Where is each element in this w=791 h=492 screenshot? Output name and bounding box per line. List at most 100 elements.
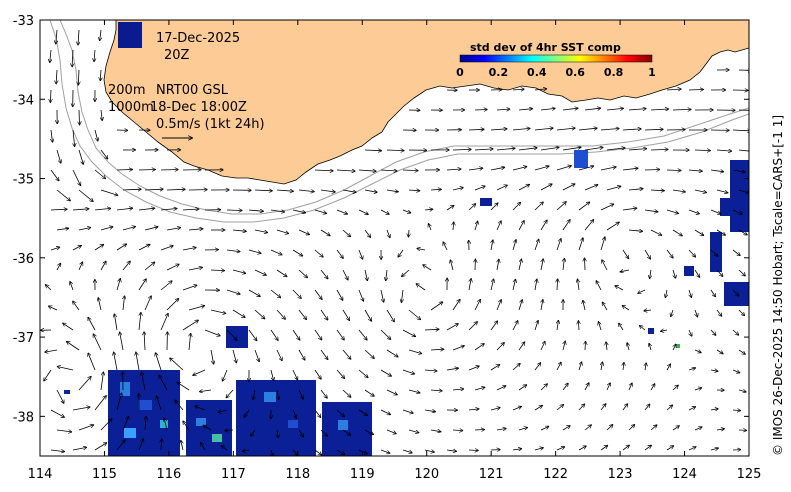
current-arrow: [122, 227, 135, 231]
current-arrow: [738, 149, 749, 152]
current-arrow: [578, 279, 580, 291]
info-valid-time: 18-Dec 18:00Z: [150, 100, 247, 115]
current-arrow: [248, 249, 261, 253]
current-arrow: [116, 393, 122, 411]
current-arrow: [56, 69, 57, 84]
current-arrow: [673, 344, 676, 351]
current-arrow: [210, 309, 226, 313]
current-arrow: [72, 246, 81, 251]
current-arrow: [649, 344, 651, 351]
current-arrow: [716, 309, 722, 316]
current-arrow: [270, 210, 284, 212]
current-arrow: [474, 300, 480, 311]
current-arrow: [474, 110, 487, 111]
current-arrow: [541, 259, 543, 271]
current-arrow: [666, 405, 672, 411]
current-arrow: [430, 430, 441, 432]
current-arrow: [63, 323, 74, 331]
current-arrow: [123, 296, 125, 311]
colorbar-tick-label: 0.6: [565, 66, 585, 79]
current-arrow: [452, 300, 460, 311]
current-arrow: [98, 298, 102, 311]
current-arrow: [226, 210, 242, 211]
current-arrow: [248, 210, 263, 211]
current-arrow: [417, 249, 426, 251]
current-arrow: [578, 128, 597, 130]
current-arrow: [292, 289, 301, 298]
current-arrow: [710, 249, 718, 256]
current-arrow: [490, 279, 494, 291]
current-arrow: [342, 389, 351, 397]
current-arrow: [78, 228, 91, 231]
current-arrow: [253, 389, 255, 400]
current-arrow: [518, 148, 537, 151]
current-arrow: [401, 289, 403, 302]
current-arrow: [496, 221, 501, 231]
current-arrow: [314, 249, 323, 257]
current-arrow: [650, 269, 651, 278]
current-arrow: [512, 321, 518, 331]
current-arrow: [600, 129, 619, 131]
current-arrow: [159, 375, 168, 391]
current-arrow: [672, 385, 678, 391]
current-arrow: [584, 425, 591, 431]
current-arrow: [122, 261, 130, 271]
current-arrow: [218, 410, 228, 412]
current-arrow: [496, 386, 506, 391]
current-arrow: [640, 326, 646, 331]
current-arrow: [490, 321, 497, 331]
current-arrow: [424, 410, 435, 412]
current-arrow: [72, 209, 89, 210]
current-arrow: [710, 289, 715, 297]
current-arrow: [534, 448, 543, 450]
current-arrow: [491, 240, 493, 251]
current-arrow: [314, 170, 333, 171]
x-tick-label: 119: [350, 467, 375, 482]
current-arrow: [556, 362, 561, 371]
current-arrow: [358, 249, 363, 259]
current-arrow: [408, 190, 420, 191]
current-arrow: [78, 189, 93, 201]
y-tick-label: -34: [13, 93, 34, 108]
current-arrow: [73, 301, 80, 311]
current-arrow: [716, 349, 723, 354]
current-arrow: [398, 249, 404, 257]
current-arrow: [320, 190, 335, 192]
current-arrow: [223, 369, 228, 381]
current-arrow: [358, 289, 363, 301]
current-arrow: [336, 369, 344, 378]
current-arrow: [518, 185, 529, 191]
current-arrow: [424, 329, 439, 330]
current-arrow: [144, 332, 145, 351]
current-arrow: [468, 322, 477, 331]
current-arrow: [314, 289, 322, 299]
current-arrow: [78, 377, 91, 391]
y-axis: -33 -34 -35 -36 -37 -38: [13, 14, 749, 425]
colorbar-title: std dev of 4hr SST comp: [470, 41, 621, 54]
current-arrow: [56, 389, 64, 403]
current-arrow: [170, 358, 184, 371]
current-arrow: [694, 189, 706, 193]
current-arrow: [226, 389, 234, 398]
y-tick-label: -36: [13, 252, 34, 267]
current-arrow: [468, 409, 479, 410]
current-arrow: [342, 349, 351, 359]
current-arrow: [716, 150, 732, 151]
current-arrow: [446, 324, 458, 331]
current-arrow: [585, 258, 586, 271]
current-arrow: [364, 229, 370, 237]
current-arrow: [358, 209, 368, 214]
current-arrow: [452, 389, 464, 390]
y-tick-label: -33: [13, 14, 34, 29]
current-arrow: [364, 309, 371, 321]
x-tick-label: 121: [479, 467, 504, 482]
current-arrow: [600, 446, 608, 451]
current-arrow: [277, 429, 278, 438]
current-arrow: [51, 129, 53, 142]
current-arrow: [100, 69, 101, 81]
current-arrow: [540, 342, 545, 351]
current-arrow: [732, 249, 740, 256]
current-arrow: [738, 269, 745, 276]
current-arrow: [452, 188, 463, 191]
current-arrow: [534, 363, 541, 371]
